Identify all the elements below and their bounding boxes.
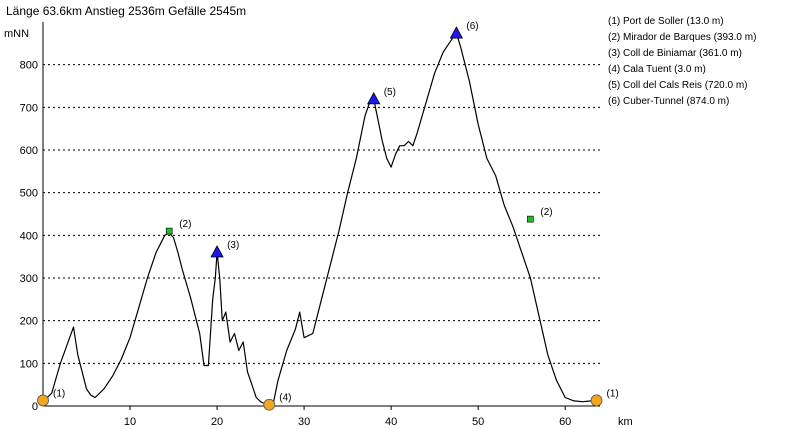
waypoint-circle-marker [37, 394, 49, 407]
marker-label: (1) [607, 388, 619, 399]
axes [42, 22, 600, 410]
legend-entry: (2) Mirador de Barques (393.0 m) [608, 32, 756, 43]
marker-label: (3) [227, 240, 239, 251]
marker-label: (6) [466, 21, 478, 32]
viewpoint-square-marker [165, 227, 173, 235]
x-tick-label: 40 [385, 416, 397, 428]
chart-title: Länge 63.6km Anstieg 2536m Gefälle 2545m [6, 4, 246, 18]
elevation-line [42, 32, 597, 405]
y-tick-label: 800 [20, 60, 38, 72]
x-tick-label: 20 [211, 416, 223, 428]
y-tick-label: 200 [20, 316, 38, 328]
y-tick-label: 400 [20, 230, 38, 242]
summit-triangle-marker [449, 26, 464, 39]
x-tick-label: 50 [472, 416, 484, 428]
waypoint-circle-marker [590, 394, 603, 407]
legend-entry: (5) Coll del Cals Reis (720.0 m) [608, 80, 748, 91]
marker-label: (2) [540, 207, 552, 218]
tick-labels: 0 100 200 300 400 500 600 700 800 10 20 30 40 50 60 [20, 60, 572, 428]
summit-triangle-marker [367, 91, 381, 105]
legend-entry: (4) Cala Tuent (3.0 m) [608, 64, 706, 75]
markers-group: (1) (2) (3) (4) (5) (6) (2) (1) [37, 21, 619, 411]
y-tick-label: 600 [20, 145, 38, 157]
x-tick-label: 30 [298, 416, 310, 428]
x-axis-label: km [618, 416, 633, 428]
waypoint-circle-marker [263, 398, 276, 411]
y-tick-label: 500 [20, 188, 38, 200]
x-tick-label: 60 [559, 416, 571, 428]
y-tick-label: 300 [20, 273, 38, 285]
x-tick-label: 10 [124, 416, 136, 428]
legend-entry: (6) Cuber-Tunnel (874.0 m) [608, 96, 729, 107]
legend-entry: (3) Coll de Biniamar (361.0 m) [608, 48, 742, 59]
grid-lines [43, 64, 600, 364]
y-axis-label: mNN [4, 28, 29, 40]
viewpoint-square-marker [527, 215, 534, 223]
y-tick-label: 0 [32, 401, 38, 413]
marker-label: (2) [179, 219, 191, 230]
marker-label: (1) [53, 388, 65, 399]
marker-label: (5) [384, 87, 396, 98]
legend-entry: (1) Port de Soller (13.0 m) [608, 16, 724, 27]
summit-triangle-marker [210, 245, 224, 258]
y-tick-label: 700 [20, 102, 38, 114]
legend: (1) Port de Soller (13.0 m) (2) Mirador d… [608, 16, 756, 107]
marker-label: (4) [279, 393, 291, 404]
y-tick-label: 100 [20, 358, 38, 370]
series-group [42, 32, 597, 405]
